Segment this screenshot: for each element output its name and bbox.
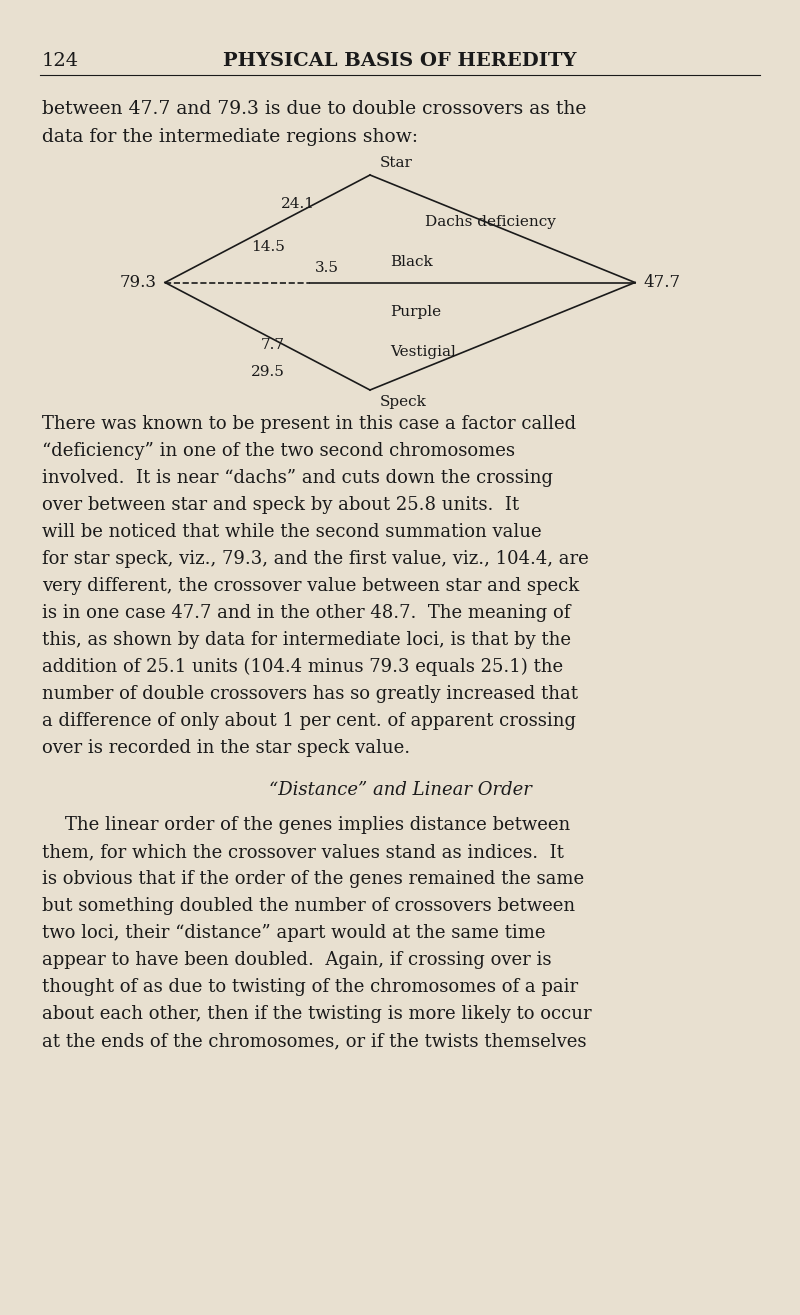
Text: 79.3: 79.3 <box>120 274 157 291</box>
Text: Purple: Purple <box>390 305 441 318</box>
Text: Black: Black <box>390 255 433 270</box>
Text: but something doubled the number of crossovers between: but something doubled the number of cros… <box>42 897 575 915</box>
Text: at the ends of the chromosomes, or if the twists themselves: at the ends of the chromosomes, or if th… <box>42 1032 586 1049</box>
Text: 24.1: 24.1 <box>281 197 315 210</box>
Text: them, for which the crossover values stand as indices.  It: them, for which the crossover values sta… <box>42 843 564 861</box>
Text: Vestigial: Vestigial <box>390 345 456 359</box>
Text: a difference of only about 1 per cent. of apparent crossing: a difference of only about 1 per cent. o… <box>42 711 576 730</box>
Text: PHYSICAL BASIS OF HEREDITY: PHYSICAL BASIS OF HEREDITY <box>223 53 577 70</box>
Text: involved.  It is near “dachs” and cuts down the crossing: involved. It is near “dachs” and cuts do… <box>42 469 553 487</box>
Text: number of double crossovers has so greatly increased that: number of double crossovers has so great… <box>42 685 578 704</box>
Text: Dachs deficiency: Dachs deficiency <box>425 214 556 229</box>
Text: will be noticed that while the second summation value: will be noticed that while the second su… <box>42 523 542 540</box>
Text: appear to have been doubled.  Again, if crossing over is: appear to have been doubled. Again, if c… <box>42 951 551 969</box>
Text: over is recorded in the star speck value.: over is recorded in the star speck value… <box>42 739 410 757</box>
Text: for star speck, viz., 79.3, and the first value, viz., 104.4, are: for star speck, viz., 79.3, and the firs… <box>42 550 589 568</box>
Text: over between star and speck by about 25.8 units.  It: over between star and speck by about 25.… <box>42 496 519 514</box>
Text: is obvious that if the order of the genes remained the same: is obvious that if the order of the gene… <box>42 871 584 888</box>
Text: Speck: Speck <box>380 394 427 409</box>
Text: very different, the crossover value between star and speck: very different, the crossover value betw… <box>42 577 579 594</box>
Text: The linear order of the genes implies distance between: The linear order of the genes implies di… <box>65 817 570 834</box>
Text: “deficiency” in one of the two second chromosomes: “deficiency” in one of the two second ch… <box>42 442 515 460</box>
Text: 124: 124 <box>42 53 79 70</box>
Text: this, as shown by data for intermediate loci, is that by the: this, as shown by data for intermediate … <box>42 631 571 650</box>
Text: about each other, then if the twisting is more likely to occur: about each other, then if the twisting i… <box>42 1005 592 1023</box>
Text: 7.7: 7.7 <box>261 338 285 351</box>
Text: data for the intermediate regions show:: data for the intermediate regions show: <box>42 128 418 146</box>
Text: thought of as due to twisting of the chromosomes of a pair: thought of as due to twisting of the chr… <box>42 978 578 995</box>
Text: between 47.7 and 79.3 is due to double crossovers as the: between 47.7 and 79.3 is due to double c… <box>42 100 586 118</box>
Text: There was known to be present in this case a factor called: There was known to be present in this ca… <box>42 416 576 433</box>
Text: 14.5: 14.5 <box>251 241 285 254</box>
Text: “Distance” and Linear Order: “Distance” and Linear Order <box>269 781 531 800</box>
Text: 29.5: 29.5 <box>251 366 285 379</box>
Text: two loci, their “distance” apart would at the same time: two loci, their “distance” apart would a… <box>42 924 546 942</box>
Text: 3.5: 3.5 <box>315 260 339 275</box>
Text: Star: Star <box>380 156 413 170</box>
Text: is in one case 47.7 and in the other 48.7.  The meaning of: is in one case 47.7 and in the other 48.… <box>42 604 570 622</box>
Text: addition of 25.1 units (104.4 minus 79.3 equals 25.1) the: addition of 25.1 units (104.4 minus 79.3… <box>42 658 563 676</box>
Text: 47.7: 47.7 <box>643 274 680 291</box>
